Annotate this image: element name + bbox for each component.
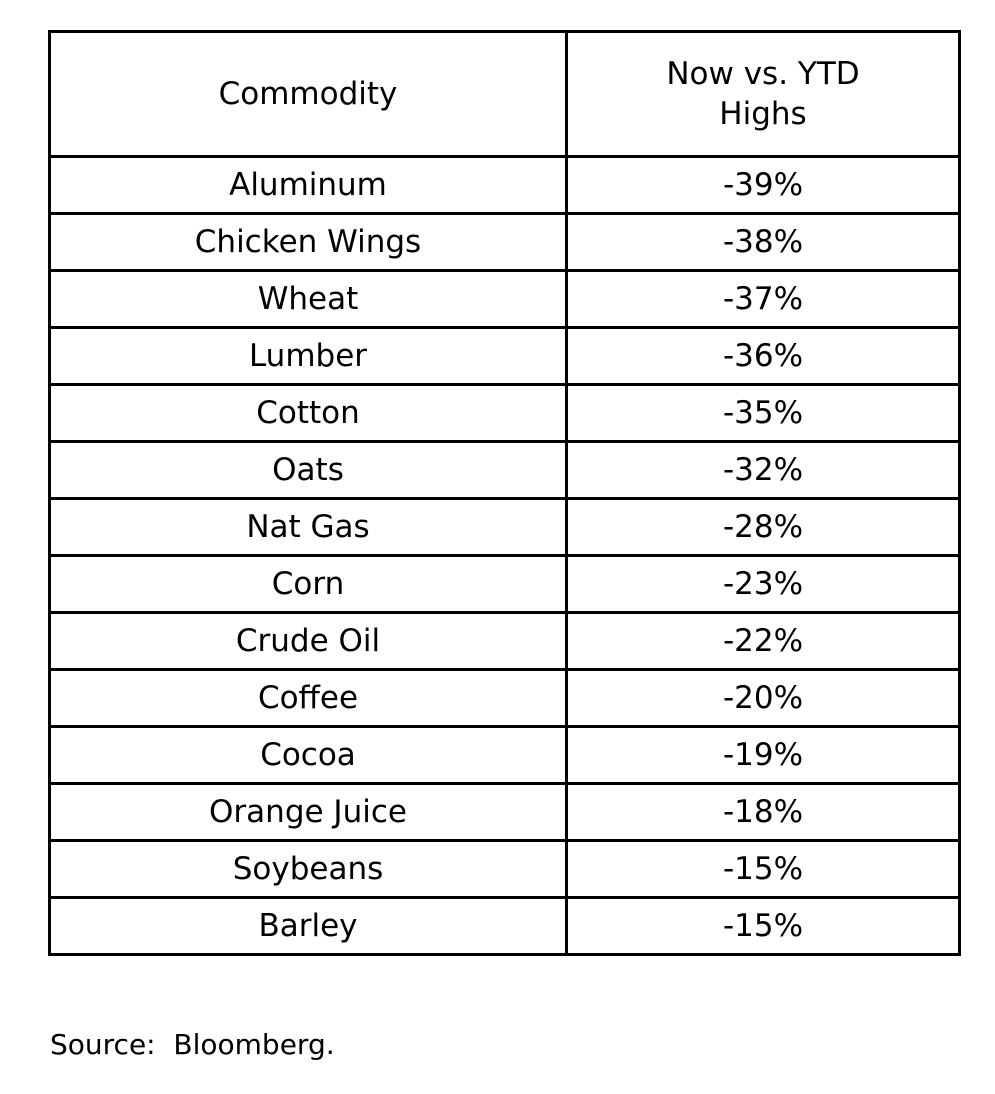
change-cell: -19% <box>565 725 961 785</box>
table-row: Aluminum -39% <box>48 155 961 215</box>
commodity-cell: Crude Oil <box>48 611 568 671</box>
header-commodity: Commodity <box>48 30 568 158</box>
header-now-vs-ytd-highs: Now vs. YTD Highs <box>565 30 961 158</box>
commodity-cell: Soybeans <box>48 839 568 899</box>
change-cell: -15% <box>565 839 961 899</box>
header-commodity-label: Commodity <box>218 75 398 112</box>
commodity-table: Commodity Now vs. YTD Highs Aluminum -39%… <box>48 30 961 956</box>
change-cell: -28% <box>565 497 961 557</box>
table-row: Barley -15% <box>48 896 961 956</box>
change-cell: -32% <box>565 440 961 500</box>
table-row: Orange Juice -18% <box>48 782 961 842</box>
header-now-vs-ytd-highs-label: Now vs. YTD Highs <box>666 55 860 132</box>
table-row: Soybeans -15% <box>48 839 961 899</box>
commodity-cell: Orange Juice <box>48 782 568 842</box>
commodity-cell: Lumber <box>48 326 568 386</box>
commodity-cell: Cocoa <box>48 725 568 785</box>
commodity-cell: Wheat <box>48 269 568 329</box>
commodity-cell: Nat Gas <box>48 497 568 557</box>
change-cell: -35% <box>565 383 961 443</box>
commodity-cell: Chicken Wings <box>48 212 568 272</box>
change-cell: -39% <box>565 155 961 215</box>
table-row: Cotton -35% <box>48 383 961 443</box>
table-row: Wheat -37% <box>48 269 961 329</box>
commodity-cell: Corn <box>48 554 568 614</box>
table-body: Aluminum -39% Chicken Wings -38% Wheat -37% Lu… <box>48 155 961 956</box>
change-cell: -22% <box>565 611 961 671</box>
change-cell: -38% <box>565 212 961 272</box>
table-row: Cocoa -19% <box>48 725 961 785</box>
change-cell: -15% <box>565 896 961 956</box>
table-row: Lumber -36% <box>48 326 961 386</box>
commodity-cell: Cotton <box>48 383 568 443</box>
table-row: Crude Oil -22% <box>48 611 961 671</box>
commodity-cell: Barley <box>48 896 568 956</box>
table-row: Chicken Wings -38% <box>48 212 961 272</box>
change-cell: -36% <box>565 326 961 386</box>
change-cell: -37% <box>565 269 961 329</box>
change-cell: -20% <box>565 668 961 728</box>
source-note: Source: Bloomberg. <box>50 1028 335 1061</box>
table-row: Corn -23% <box>48 554 961 614</box>
header-row: Commodity Now vs. YTD Highs <box>48 30 961 158</box>
change-cell: -23% <box>565 554 961 614</box>
commodity-cell: Aluminum <box>48 155 568 215</box>
change-cell: -18% <box>565 782 961 842</box>
commodity-cell: Coffee <box>48 668 568 728</box>
table-row: Coffee -20% <box>48 668 961 728</box>
table-row: Nat Gas -28% <box>48 497 961 557</box>
commodity-cell: Oats <box>48 440 568 500</box>
table-row: Oats -32% <box>48 440 961 500</box>
